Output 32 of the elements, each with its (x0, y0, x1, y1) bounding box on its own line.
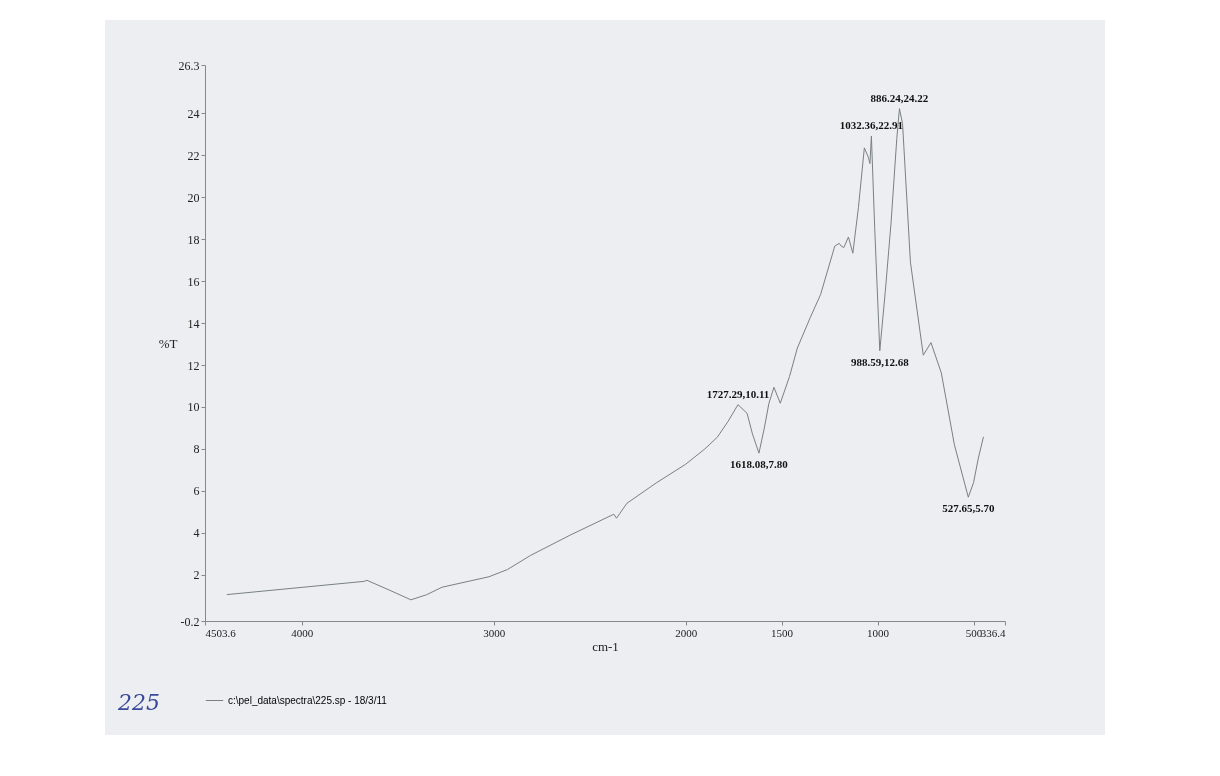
y-tick-label: 20 (187, 190, 200, 205)
y-tick-label: 22 (187, 148, 200, 163)
y-axis-title: %T (158, 335, 178, 351)
text: 225 (118, 690, 160, 715)
y-tick-label: 10 (187, 400, 200, 415)
annotation: 988.59,12.68 (850, 355, 910, 368)
x-tick-label: 2000 (675, 626, 698, 639)
y-tick-label: 26.3 (178, 58, 200, 73)
x-tick-label: 1000 (867, 626, 890, 639)
y-tick-label: 18 (187, 232, 200, 247)
x-tick-label: 500 (965, 626, 983, 639)
x-axis-title: cm-1 (592, 638, 619, 654)
annotation: 527.65,5.70 (942, 502, 995, 515)
annotation: 1618.08,7.80 (730, 458, 789, 471)
y-tick-label: 14 (187, 316, 200, 331)
y-tick-label: 6 (193, 484, 200, 499)
y-tick-label: 8 (193, 442, 200, 457)
annotation: 886.24,24.22 (870, 91, 929, 104)
y-tick-label: -0.2 (180, 614, 200, 629)
y-tick-label: 24 (187, 106, 200, 121)
x-tick-label: 4000 (291, 626, 314, 639)
x-tick-label: 3000 (483, 626, 506, 639)
y-tick-label: 16 (187, 274, 200, 289)
x-tick-label: 1500 (771, 626, 794, 639)
y-tick-label: 4 (193, 526, 200, 541)
annotation: 1032.36,22.91 (839, 119, 904, 132)
legend-label: c:\pel_data\spectra\225.sp - 18/3/11 (228, 694, 388, 706)
annotation: 1727.29,10.11 (706, 387, 770, 400)
y-tick-label: 12 (187, 358, 200, 373)
x-tick-label: 4503.6 (205, 626, 237, 639)
y-tick-label: 2 (193, 568, 200, 583)
x-tick-label: 336.4 (980, 626, 1006, 639)
